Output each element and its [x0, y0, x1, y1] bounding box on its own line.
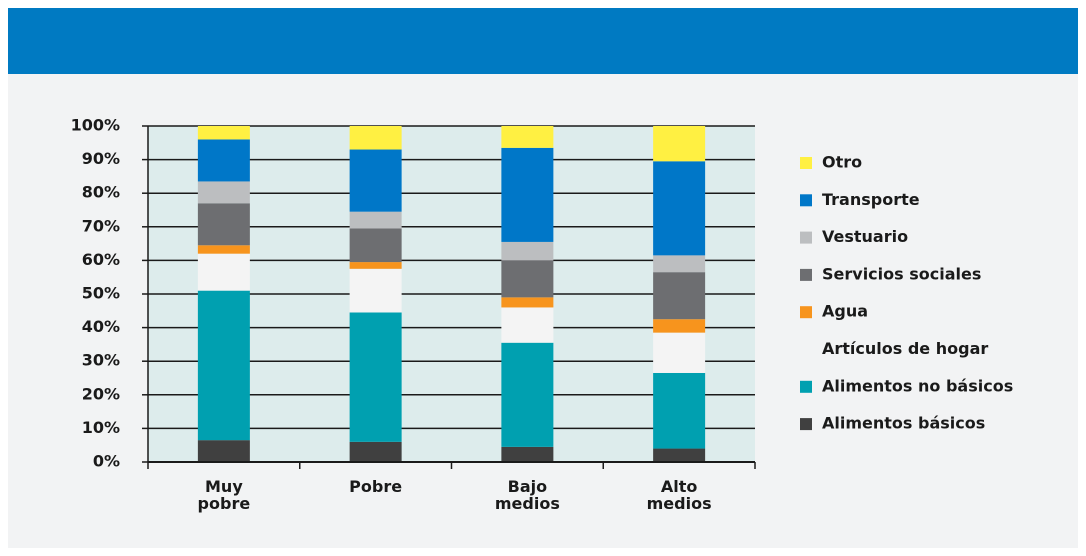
x-tick-label: Alto medios [646, 477, 712, 513]
bar-segment [197, 139, 250, 182]
bar-segment [501, 342, 554, 447]
legend-label: Servicios sociales [822, 264, 981, 283]
y-tick-label: 30% [82, 351, 120, 370]
legend-swatch [800, 194, 812, 207]
bar-segment [653, 126, 706, 162]
legend-swatch [800, 306, 812, 319]
y-tick-label: 10% [82, 418, 120, 437]
bar-segment [653, 319, 706, 333]
bar-segment [501, 297, 554, 308]
x-tick-label: Bajo medios [494, 477, 560, 513]
bar-segment [349, 149, 402, 212]
bar-segment [501, 260, 554, 298]
legend-swatch [800, 418, 812, 431]
bar-segment [349, 126, 402, 150]
bar-segment [501, 307, 554, 343]
y-tick-label: 70% [82, 216, 120, 235]
bar-segment [349, 211, 402, 229]
legend-label: Otro [822, 153, 862, 172]
bar-segment [653, 332, 706, 373]
header-bar [8, 8, 1078, 74]
legend-label: Vestuario [822, 227, 908, 246]
y-tick-label: 50% [82, 284, 120, 303]
y-tick-label: 90% [82, 149, 120, 168]
bar-segment [653, 161, 706, 256]
bar-segment [197, 126, 250, 140]
bar-segment [197, 203, 250, 246]
y-tick-label: 80% [82, 183, 120, 202]
bar-segment [197, 181, 250, 204]
legend-label: Alimentos no básicos [822, 376, 1013, 395]
legend-label: Agua [822, 302, 868, 321]
bar-segment [653, 255, 706, 273]
bar-segment [197, 245, 250, 254]
bar-segment [653, 372, 706, 449]
bar-segment [501, 126, 554, 148]
y-tick-label: 40% [82, 317, 120, 336]
bar-segment [501, 147, 554, 242]
bar-segment [197, 440, 250, 462]
y-tick-label: 20% [82, 384, 120, 403]
x-tick-label: Muy pobre [197, 477, 251, 513]
bar-segment [349, 441, 402, 462]
legend-label: Artículos de hogar [822, 339, 988, 358]
legend-label: Alimentos básicos [822, 414, 985, 433]
bar-segment [349, 312, 402, 442]
y-tick-label: 60% [82, 250, 120, 269]
legend-label: Transporte [822, 190, 920, 209]
bar-segment [501, 241, 554, 261]
bar-segment [501, 446, 554, 462]
bar-segment [653, 272, 706, 320]
legend-swatch [800, 231, 812, 244]
y-tick-label: 0% [93, 452, 120, 471]
legend-swatch [800, 157, 812, 169]
legend-swatch [800, 268, 812, 281]
bar-segment [349, 228, 402, 263]
bar-segment [197, 290, 250, 441]
bar-segment [653, 448, 706, 462]
bar-segment [349, 262, 402, 269]
x-tick-label: Pobre [349, 477, 403, 496]
legend-swatch [800, 380, 812, 393]
bar-segment [349, 268, 402, 313]
bar-segment [197, 253, 250, 291]
y-tick-label: 100% [71, 116, 120, 135]
